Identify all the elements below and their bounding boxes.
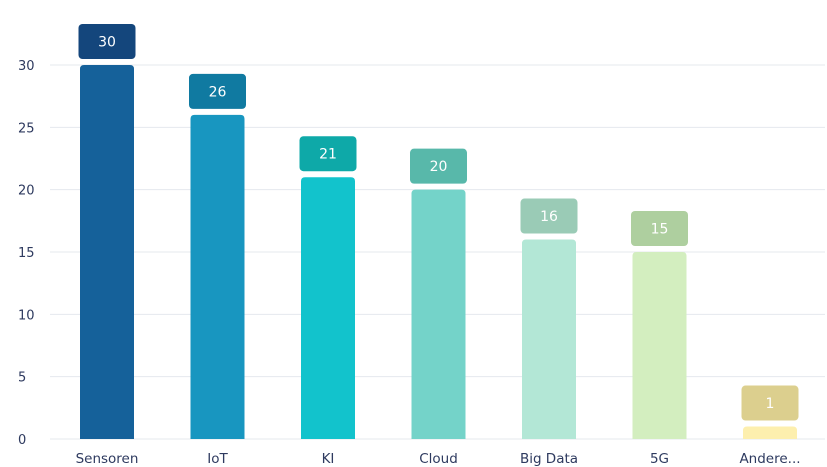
y-tick-label: 10 (18, 308, 35, 323)
data-label-box (741, 385, 799, 421)
bar-5G (632, 252, 687, 439)
x-tick-label: Cloud (419, 451, 458, 467)
x-tick-label: Sensoren (76, 451, 139, 467)
y-axis: 0 5 10 15 20 25 30 (18, 59, 35, 448)
x-tick-label: IoT (207, 451, 228, 467)
x-axis: Sensoren IoT KI Cloud Big Data 5G Andere... (76, 451, 801, 467)
data-label: 1 (766, 396, 775, 412)
bar-Big Data (522, 239, 576, 439)
data-label-box (520, 198, 578, 234)
data-label: 30 (98, 35, 116, 51)
data-label-box (189, 73, 246, 109)
data-label-box (78, 24, 136, 59)
y-tick-label: 0 (18, 433, 26, 448)
bar-KI (301, 177, 355, 439)
data-labels: 30 26 21 20 16 15 1 (78, 24, 799, 421)
y-tick-label: 5 (18, 371, 26, 386)
y-tick-label: 20 (18, 184, 35, 199)
data-label: 20 (430, 159, 448, 175)
data-label: 26 (209, 84, 227, 100)
bar-Sensoren (80, 65, 134, 439)
x-tick-label: 5G (650, 451, 669, 467)
data-label: 15 (651, 222, 669, 238)
x-tick-label: KI (322, 451, 335, 467)
data-label: 21 (319, 147, 337, 163)
data-label: 16 (540, 209, 558, 225)
y-tick-label: 15 (18, 246, 35, 261)
bar-Cloud (411, 189, 466, 439)
bar-IoT (190, 114, 245, 439)
bar-Andere... (743, 426, 797, 439)
data-label-box (299, 136, 357, 172)
y-tick-label: 30 (18, 59, 35, 74)
x-tick-label: Big Data (520, 451, 578, 467)
data-label-box (631, 211, 688, 246)
x-tick-label: Andere... (739, 451, 800, 467)
bars (80, 65, 797, 439)
data-label-box (410, 148, 467, 184)
y-tick-label: 25 (18, 121, 35, 136)
